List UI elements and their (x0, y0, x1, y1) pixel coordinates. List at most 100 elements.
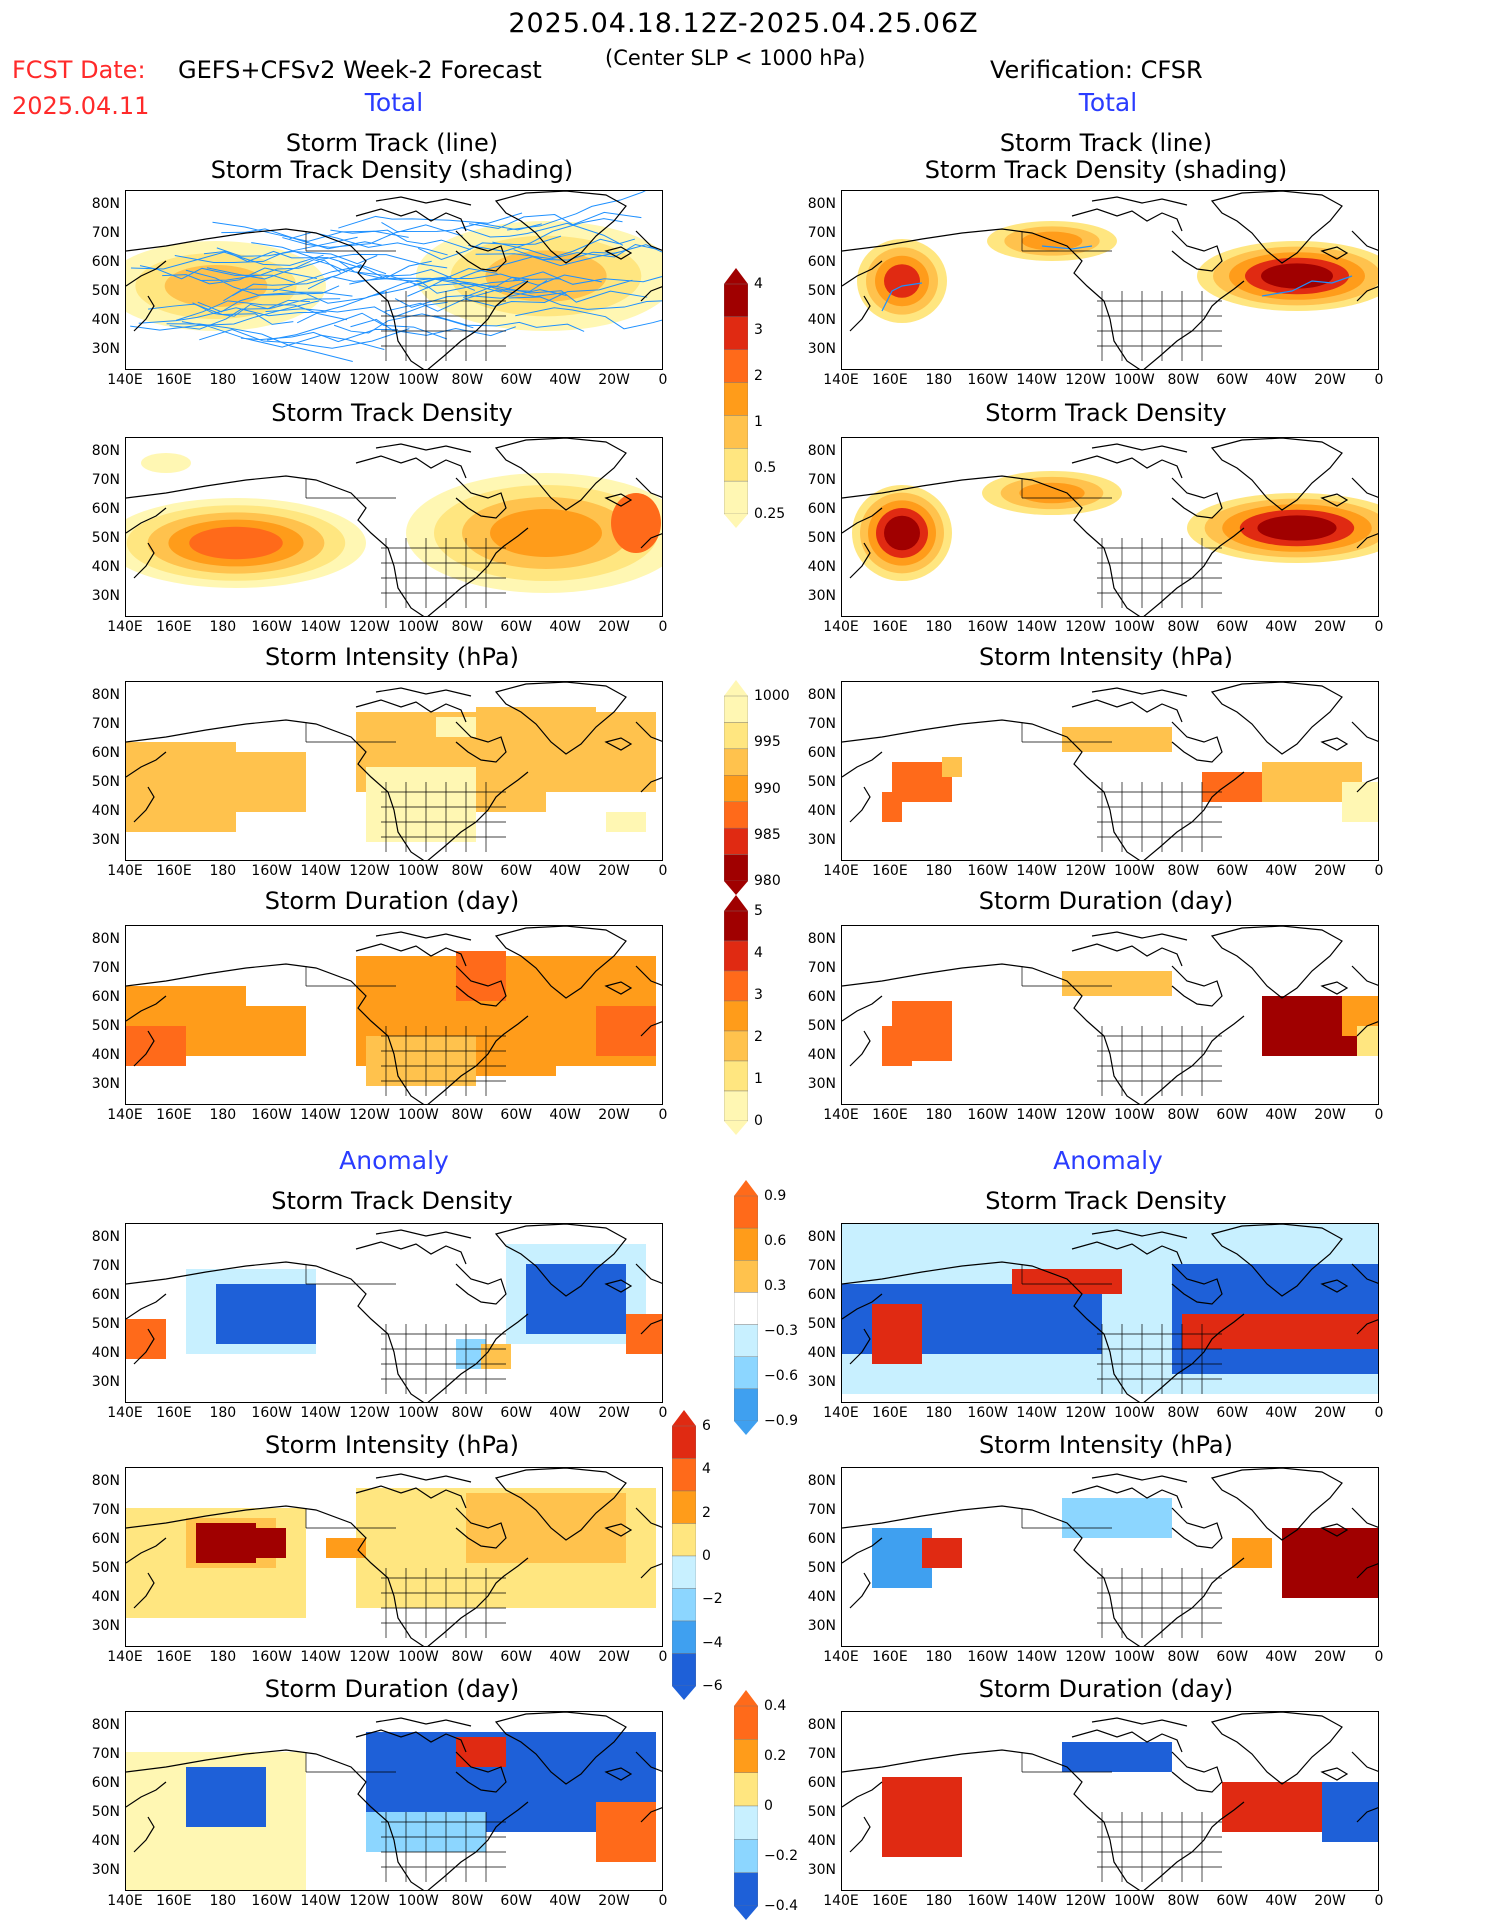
lat-label: 40N (792, 1833, 836, 1849)
lat-label: 50N (792, 283, 836, 299)
lon-label: 60W (1205, 619, 1259, 635)
lat-label: 40N (76, 1589, 120, 1605)
lon-label: 80W (440, 1405, 494, 1421)
lat-label: 60N (792, 501, 836, 517)
title-anom-intensity-right: Storm Intensity (hPa) (846, 1432, 1366, 1459)
lat-label: 50N (792, 1018, 836, 1034)
lat-label: 30N (792, 1862, 836, 1878)
lat-label: 30N (76, 1862, 120, 1878)
lon-label: 100W (1107, 1107, 1161, 1123)
panel-anom-density-forecast-map (126, 1224, 663, 1403)
lat-label: 30N (792, 832, 836, 848)
panel-intensity-forecast (125, 681, 663, 861)
lon-label: 20W (587, 1107, 641, 1123)
lon-label: 80W (440, 1649, 494, 1665)
lon-label: 140E (814, 1405, 868, 1421)
lat-label: 60N (76, 1775, 120, 1791)
lon-label: 100W (1107, 1893, 1161, 1909)
lon-label: 140W (294, 1649, 348, 1665)
panel-anom-intensity-forecast (125, 1467, 663, 1647)
lat-label: 60N (792, 1287, 836, 1303)
lon-label: 40W (1254, 1107, 1308, 1123)
lon-label: 0 (1352, 1405, 1406, 1421)
lon-label: 140W (294, 1405, 348, 1421)
lat-label: 50N (792, 774, 836, 790)
lon-label: 0 (1352, 372, 1406, 388)
lon-label: 140W (1010, 1107, 1064, 1123)
lon-label: 100W (1107, 1405, 1161, 1421)
colorbar-tick-label: 0 (764, 1798, 773, 1814)
panel-density-verif (841, 437, 1379, 617)
lat-label: 40N (792, 1589, 836, 1605)
colorbar-tick-label: 0.5 (754, 460, 776, 476)
lat-label: 60N (792, 745, 836, 761)
lon-label: 120W (1059, 1405, 1113, 1421)
lat-label: 30N (792, 341, 836, 357)
lon-label: 120W (343, 863, 397, 879)
lon-label: 40W (1254, 619, 1308, 635)
lat-label: 80N (76, 687, 120, 703)
lon-label: 140W (1010, 1649, 1064, 1665)
lat-label: 50N (76, 530, 120, 546)
lat-label: 50N (792, 530, 836, 546)
lat-label: 30N (792, 1374, 836, 1390)
lat-label: 70N (76, 716, 120, 732)
lon-label: 140E (98, 863, 152, 879)
lat-label: 80N (76, 196, 120, 212)
lat-label: 80N (792, 1473, 836, 1489)
title-anom-intensity-left: Storm Intensity (hPa) (132, 1432, 652, 1459)
lon-label: 160W (245, 372, 299, 388)
colorbar-tick-label: 1 (754, 414, 763, 430)
lon-label: 180 (196, 619, 250, 635)
lon-label: 140W (294, 619, 348, 635)
lon-label: 140E (814, 1649, 868, 1665)
lat-label: 70N (792, 472, 836, 488)
lat-label: 30N (76, 1374, 120, 1390)
lon-label: 160E (863, 372, 917, 388)
lon-label: 20W (587, 372, 641, 388)
lat-label: 30N (76, 341, 120, 357)
lon-label: 180 (196, 1107, 250, 1123)
lat-label: 30N (792, 1076, 836, 1092)
title-duration-right: Storm Duration (day) (846, 888, 1366, 915)
lon-label: 80W (1156, 1405, 1210, 1421)
title-anom-density-left: Storm Track Density (132, 1188, 652, 1215)
panel-anom-intensity-verif-map (842, 1468, 1379, 1647)
lon-label: 180 (912, 863, 966, 879)
colorbar-tick-label: 0.4 (764, 1698, 786, 1714)
lat-label: 40N (76, 559, 120, 575)
panel-anom-duration-verif (841, 1711, 1379, 1891)
lon-label: 160W (245, 619, 299, 635)
colorbar-duration-total (724, 895, 748, 1139)
lon-label: 120W (1059, 619, 1113, 635)
lon-label: 140W (1010, 863, 1064, 879)
lon-label: 60W (489, 619, 543, 635)
colorbar-tick-label: 2 (754, 368, 763, 384)
lon-label: 140E (98, 1405, 152, 1421)
lon-label: 20W (587, 619, 641, 635)
lon-label: 180 (912, 1405, 966, 1421)
lon-label: 100W (391, 1405, 445, 1421)
lon-label: 40W (1254, 1893, 1308, 1909)
lon-label: 160W (961, 863, 1015, 879)
lon-label: 20W (1303, 1649, 1357, 1665)
section-anomaly-left: Anomaly (274, 1146, 514, 1175)
lon-label: 60W (489, 1893, 543, 1909)
verification-label: Verification: CFSR (990, 56, 1203, 84)
lon-label: 40W (538, 372, 592, 388)
lon-label: 80W (1156, 372, 1210, 388)
lon-label: 80W (1156, 619, 1210, 635)
lon-label: 160E (863, 863, 917, 879)
lat-label: 40N (76, 1047, 120, 1063)
lat-label: 60N (792, 254, 836, 270)
lon-label: 20W (1303, 619, 1357, 635)
lon-label: 180 (912, 372, 966, 388)
colorbar-tick-label: −2 (702, 1591, 723, 1607)
lat-label: 70N (76, 472, 120, 488)
panel-anom-density-verif-map (842, 1224, 1379, 1403)
lon-label: 180 (912, 1649, 966, 1665)
lat-label: 50N (76, 1316, 120, 1332)
lon-label: 60W (1205, 1649, 1259, 1665)
lon-label: 40W (538, 619, 592, 635)
lon-label: 140E (98, 1893, 152, 1909)
